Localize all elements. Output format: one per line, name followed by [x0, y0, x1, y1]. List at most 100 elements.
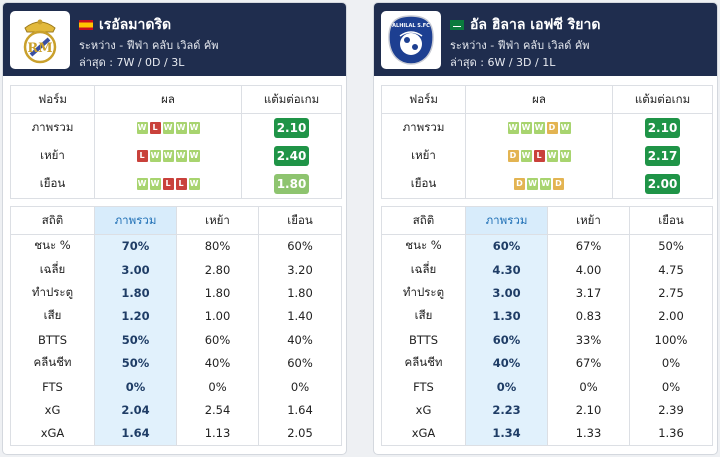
- stats-row-scored: ทำประตู 3.00 3.17 2.75: [381, 281, 713, 305]
- away-col-header[interactable]: เยือน: [629, 206, 713, 235]
- result-badge[interactable]: L: [533, 150, 545, 162]
- crest-lettering: ALHILAL S.FC: [392, 23, 430, 29]
- ppg-badge: 2.10: [274, 117, 309, 138]
- stat-away: 2.39: [658, 402, 684, 417]
- stats-table: สถิติ ภาพรวม เหย้า เยือน ชนะ % 70% 80% 60% …: [10, 206, 342, 446]
- result-badge[interactable]: L: [136, 150, 148, 162]
- stat-label: คลีนชีท: [381, 351, 466, 375]
- result-badge[interactable]: W: [149, 150, 161, 162]
- stat-label: ทำประตู: [10, 281, 95, 305]
- ppg-badge: 2.10: [645, 117, 680, 138]
- stat-home: 33%: [547, 328, 630, 352]
- result-badge[interactable]: W: [546, 150, 558, 162]
- stats-row-clean-sheet: คลีนชีท 50% 40% 60%: [10, 351, 342, 375]
- team-header: RM เรอัลมาดริด ระหว่าง - ฟีฟ่า คลับ เวิล…: [3, 3, 346, 76]
- team-logo: ALHILAL S.FC: [381, 11, 441, 69]
- result-badge[interactable]: W: [527, 178, 538, 191]
- result-badge[interactable]: L: [149, 122, 161, 135]
- stat-overall: 60%: [465, 234, 548, 258]
- stat-away: 2.05: [287, 426, 313, 441]
- result-badge[interactable]: L: [162, 178, 174, 191]
- stats-row-xga: xGA 1.64 1.13 2.05: [10, 421, 342, 446]
- result-badge[interactable]: D: [514, 178, 525, 191]
- form-header-row: ฟอร์ม ผล แต้มต่อเกม: [381, 85, 713, 114]
- result-badge[interactable]: W: [188, 122, 200, 135]
- form-row-label: เยือน: [10, 169, 95, 199]
- stats-row-conceded: เสีย 1.20 1.00 1.40: [10, 304, 342, 329]
- overall-col-header[interactable]: ภาพรวม: [465, 206, 548, 235]
- result-badge[interactable]: W: [149, 178, 161, 191]
- stat-overall: 70%: [94, 234, 177, 258]
- result-badge[interactable]: W: [533, 122, 545, 135]
- stat-away: 2.75: [658, 285, 684, 300]
- stat-home: 1.00: [176, 304, 259, 329]
- stat-away: 3.20: [287, 262, 313, 277]
- result-badge[interactable]: W: [520, 150, 532, 162]
- ppg-cell: 2.10: [242, 114, 342, 142]
- stat-overall: 1.80: [94, 281, 177, 305]
- stat-home: 2.10: [547, 398, 630, 422]
- team-name-row: อัล ฮิลาล เอฟซี ริยาด: [450, 14, 600, 36]
- stat-label: ชนะ %: [10, 234, 95, 258]
- form-row-label: ภาพรวม: [10, 113, 95, 142]
- stats-row-avg: เฉลี่ย 4.30 4.00 4.75: [381, 257, 713, 282]
- stat-overall: 1.34: [465, 421, 548, 446]
- stat-label: ชนะ %: [381, 234, 466, 258]
- ppg-cell: 2.00: [613, 170, 713, 199]
- result-badge[interactable]: W: [507, 122, 519, 135]
- ppg-badge: 2.00: [645, 173, 680, 194]
- result-badge[interactable]: D: [507, 150, 519, 162]
- ppg-col-header: แต้มต่อเกม: [241, 85, 342, 114]
- result-badge[interactable]: W: [540, 178, 551, 191]
- stats-row-win-pct: ชนะ % 60% 67% 50%: [381, 234, 713, 258]
- stat-home: 0%: [547, 374, 630, 399]
- home-col-header[interactable]: เหย้า: [176, 206, 259, 235]
- result-badge[interactable]: L: [175, 178, 187, 191]
- team-name[interactable]: อัล ฮิลาล เอฟซี ริยาด: [470, 17, 601, 33]
- result-badge[interactable]: W: [188, 150, 200, 162]
- stat-away: 2.00: [658, 309, 684, 324]
- stats-row-clean-sheet: คลีนชีท 40% 67% 0%: [381, 351, 713, 375]
- result-badge[interactable]: W: [559, 150, 571, 162]
- stat-home: 0%: [176, 374, 259, 399]
- stat-overall: 2.23: [465, 398, 548, 422]
- stat-label: เสีย: [10, 304, 95, 329]
- team-name[interactable]: เรอัลมาดริด: [99, 17, 172, 33]
- ppg-badge: 2.17: [645, 145, 680, 166]
- stats-row-win-pct: ชนะ % 70% 80% 60%: [10, 234, 342, 258]
- ppg-cell: 2.10: [613, 114, 713, 142]
- stat-away: 4.75: [658, 262, 684, 277]
- overall-col-header[interactable]: ภาพรวม: [94, 206, 177, 235]
- result-badge[interactable]: W: [136, 122, 148, 135]
- ppg-badge: 1.80: [274, 173, 309, 194]
- stat-label: xG: [10, 398, 95, 422]
- result-badge[interactable]: W: [162, 122, 174, 135]
- stat-home: 3.17: [547, 281, 630, 305]
- form-row-label: เยือน: [381, 169, 466, 199]
- result-badge[interactable]: W: [162, 150, 174, 162]
- result-badge[interactable]: W: [175, 150, 187, 162]
- stat-overall: 1.64: [94, 421, 177, 446]
- stat-home: 2.54: [176, 398, 259, 422]
- stat-home: 0.83: [547, 304, 630, 329]
- result-badge[interactable]: W: [520, 122, 532, 135]
- stat-away: 1.64: [287, 402, 313, 417]
- home-col-header[interactable]: เหย้า: [547, 206, 630, 235]
- result-badge[interactable]: W: [188, 178, 200, 191]
- stat-label: เสีย: [381, 304, 466, 329]
- stat-overall: 0%: [94, 374, 177, 399]
- away-col-header[interactable]: เยือน: [258, 206, 342, 235]
- result-badge[interactable]: W: [559, 122, 571, 135]
- stat-overall: 40%: [465, 351, 548, 375]
- result-badge[interactable]: D: [546, 122, 558, 135]
- result-badge[interactable]: D: [553, 178, 564, 191]
- result-badge[interactable]: W: [136, 178, 148, 191]
- result-badge[interactable]: W: [175, 122, 187, 135]
- stats-header-row: สถิติ ภาพรวม เหย้า เยือน: [10, 206, 342, 235]
